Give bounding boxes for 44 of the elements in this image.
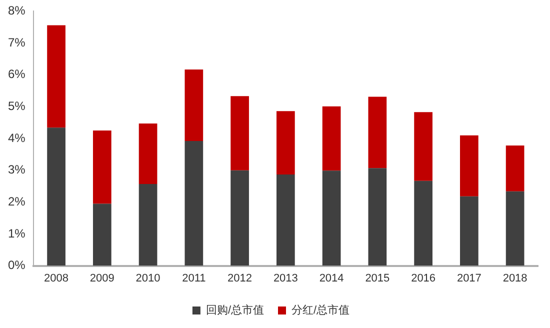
bar <box>414 180 432 266</box>
y-tick-label: 3% <box>8 162 26 177</box>
y-tick-label: 7% <box>8 35 26 50</box>
y-tick-label: 8% <box>8 4 26 18</box>
bar <box>138 184 158 266</box>
bar <box>460 135 478 196</box>
x-tick-label: 2017 <box>456 272 482 284</box>
bar <box>460 196 478 266</box>
x-tick-label: 2008 <box>44 272 69 284</box>
bar <box>368 168 387 266</box>
legend-label: 回购/总市值 <box>206 304 264 317</box>
x-tick-label: 2012 <box>228 272 252 284</box>
bar <box>230 170 249 266</box>
x-tick-label: 2016 <box>411 272 436 284</box>
bar <box>276 111 295 174</box>
bar <box>414 112 432 181</box>
bar <box>92 130 112 204</box>
bar <box>506 191 524 266</box>
bar <box>184 69 204 142</box>
y-tick-label: 2% <box>8 194 26 208</box>
bar <box>230 96 249 170</box>
bar <box>92 204 112 266</box>
x-tick-label: 2011 <box>182 272 206 284</box>
legend-label: 分红/总市值 <box>292 304 350 317</box>
x-tick-label: 2018 <box>502 272 528 284</box>
x-tick-label: 2015 <box>365 272 390 284</box>
y-tick-label: 1% <box>8 226 26 240</box>
bar <box>276 174 295 266</box>
bar <box>47 25 66 128</box>
bar <box>138 124 158 184</box>
x-tick-label: 2009 <box>90 272 114 284</box>
bar <box>322 106 341 171</box>
bar <box>322 170 341 266</box>
bar <box>368 96 387 168</box>
y-tick-label: 0% <box>8 258 26 272</box>
bar <box>47 128 66 266</box>
bar <box>184 141 204 266</box>
x-tick-label: 2014 <box>319 272 344 284</box>
y-tick-label: 4% <box>8 130 26 145</box>
y-tick-label: 6% <box>8 67 26 82</box>
x-tick-label: 2013 <box>273 272 298 284</box>
y-tick-label: 5% <box>8 98 26 113</box>
x-tick-label: 2010 <box>136 272 160 284</box>
bar <box>506 146 524 192</box>
